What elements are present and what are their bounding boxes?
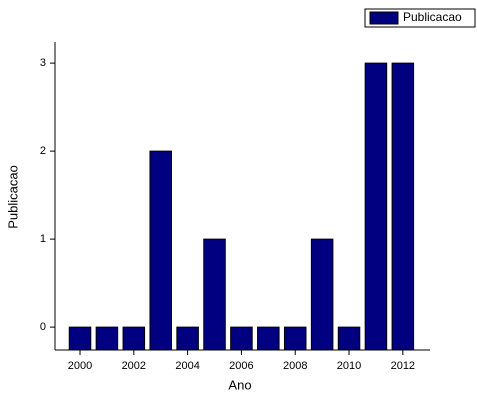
x-tick-label: 2008 bbox=[283, 360, 307, 372]
x-tick-label: 2006 bbox=[229, 360, 253, 372]
bar bbox=[310, 238, 334, 351]
bar bbox=[203, 238, 226, 351]
bar bbox=[122, 326, 146, 351]
y-axis-label: Publicacao bbox=[5, 165, 20, 229]
bar bbox=[149, 150, 172, 351]
y-tick-label: 1 bbox=[40, 233, 46, 245]
y-tick-label: 3 bbox=[40, 57, 46, 69]
bar bbox=[68, 326, 92, 351]
legend-label: Publicacao bbox=[403, 10, 462, 24]
y-tick-label: 2 bbox=[40, 145, 46, 157]
x-tick-label: 2000 bbox=[68, 360, 92, 372]
bar bbox=[364, 62, 388, 351]
x-tick-label: 2010 bbox=[337, 360, 361, 372]
legend-swatch bbox=[369, 11, 399, 25]
bar bbox=[283, 326, 307, 351]
bar bbox=[176, 326, 199, 351]
x-tick-label: 2004 bbox=[175, 360, 199, 372]
y-tick-label: 0 bbox=[40, 321, 46, 333]
bar bbox=[257, 326, 280, 351]
bar bbox=[391, 62, 415, 351]
bar bbox=[95, 326, 119, 351]
x-axis-label: Ano bbox=[228, 377, 251, 392]
x-tick-label: 2012 bbox=[391, 360, 415, 372]
bar bbox=[230, 326, 253, 351]
x-tick-label: 2002 bbox=[122, 360, 146, 372]
bar bbox=[337, 326, 361, 351]
